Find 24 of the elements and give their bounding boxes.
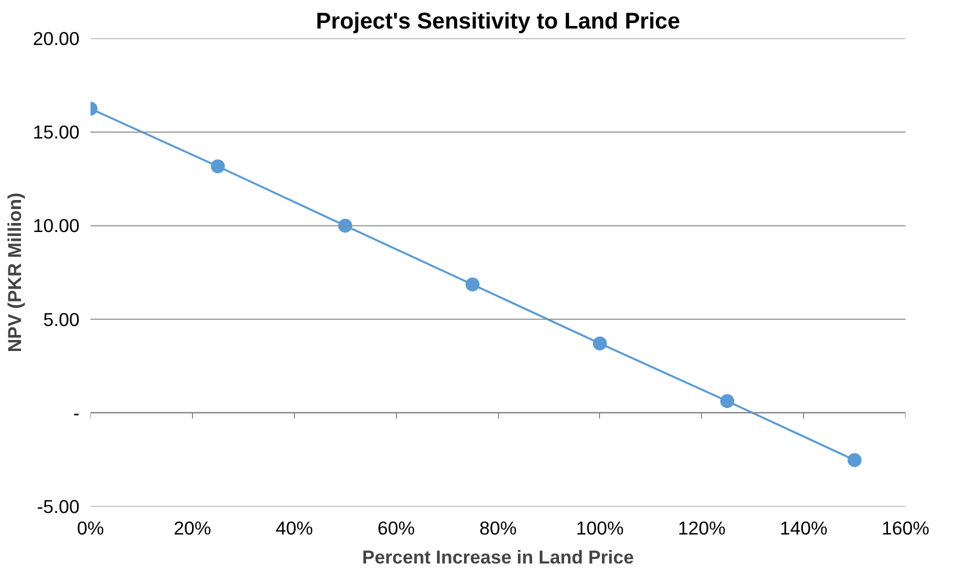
point	[720, 394, 734, 408]
x-tick-label: 80%	[479, 518, 517, 538]
chart-title: Project's Sensitivity to Land Price	[316, 8, 680, 34]
x-tick-label: 160%	[882, 518, 930, 538]
point	[466, 277, 480, 292]
point	[592, 336, 607, 350]
y-tick-label: -	[73, 402, 80, 424]
y-tick-label: 10.00	[32, 215, 80, 236]
x-tick-label: 120%	[678, 518, 726, 538]
y-axis-title: NPV (PKR Million)	[4, 192, 25, 352]
x-axis-title: Percent Increase in Land Price	[362, 546, 634, 568]
y-tick-label: -5.00	[36, 496, 80, 517]
x-tick-label: 140%	[780, 518, 828, 538]
point	[848, 453, 862, 468]
x-tick-label: 20%	[174, 518, 212, 538]
point	[210, 159, 225, 174]
y-tick-label: 5.00	[43, 308, 80, 330]
point	[338, 218, 352, 233]
x-tick-label: 40%	[276, 518, 313, 538]
y-tick-label: 20.00	[32, 28, 80, 49]
x-tick-label: 100%	[576, 518, 624, 538]
x-tick-label: 0%	[77, 518, 104, 538]
y-tick-label: 15.00	[32, 122, 80, 143]
x-tick-label: 60%	[377, 518, 415, 538]
